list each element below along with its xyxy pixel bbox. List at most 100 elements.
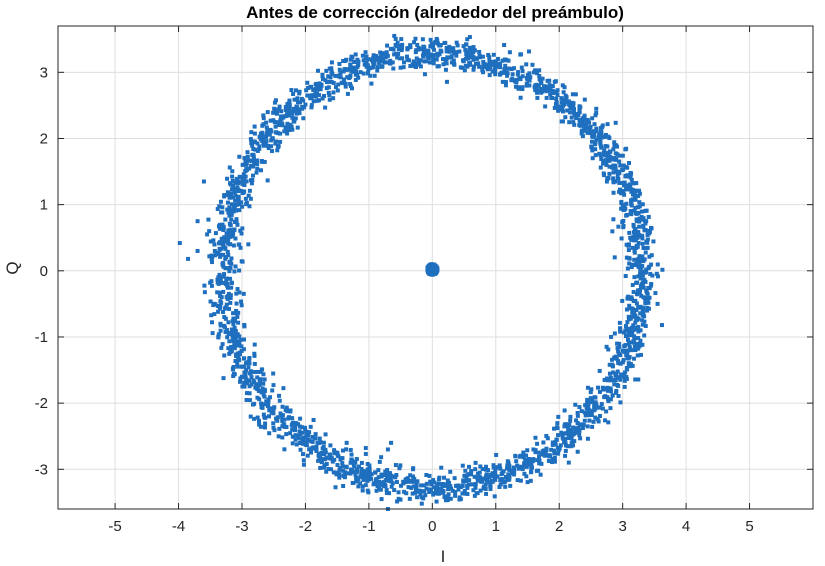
- ring-point: [533, 448, 538, 453]
- ring-point: [625, 165, 630, 170]
- outlier-point: [392, 33, 397, 38]
- ring-point: [509, 471, 514, 476]
- ring-point: [261, 116, 266, 121]
- ring-point: [215, 280, 220, 285]
- ring-point: [293, 428, 298, 433]
- ring-point: [601, 161, 606, 166]
- ring-point: [499, 471, 504, 476]
- ring-point: [230, 330, 235, 335]
- ring-point: [420, 489, 425, 494]
- ring-point: [612, 331, 617, 336]
- ring-point: [635, 230, 640, 235]
- ring-point: [636, 329, 641, 334]
- ring-point: [531, 457, 536, 462]
- ring-point: [634, 181, 639, 186]
- ring-point: [295, 105, 300, 110]
- ring-point: [552, 426, 557, 431]
- ring-point: [295, 422, 300, 427]
- ring-point: [608, 378, 613, 383]
- ring-point: [459, 484, 464, 489]
- ring-point: [255, 141, 260, 146]
- ring-point: [210, 331, 215, 336]
- ring-point: [613, 120, 618, 125]
- ring-point: [217, 247, 222, 252]
- ring-point: [537, 74, 542, 79]
- ring-point: [249, 158, 254, 163]
- ring-point: [231, 316, 236, 321]
- ring-point: [455, 43, 460, 48]
- ring-point: [637, 219, 642, 224]
- ring-point: [585, 424, 590, 429]
- ring-point: [225, 249, 230, 254]
- ring-point: [632, 193, 637, 198]
- ring-point: [599, 130, 604, 135]
- ring-point: [516, 70, 521, 75]
- ring-point: [549, 460, 554, 465]
- ring-point: [608, 406, 613, 411]
- ring-point: [629, 295, 634, 300]
- ring-point: [379, 472, 384, 477]
- ring-point: [356, 484, 361, 489]
- ring-point: [225, 283, 230, 288]
- ring-point: [471, 57, 476, 62]
- ring-point: [341, 468, 346, 473]
- ring-point: [446, 492, 451, 497]
- ring-point: [364, 64, 369, 69]
- ring-point: [605, 376, 610, 381]
- ring-point: [577, 428, 582, 433]
- ring-point: [651, 239, 656, 244]
- ring-point: [449, 55, 454, 60]
- ring-point: [429, 41, 434, 46]
- ring-point: [210, 260, 215, 265]
- ring-point: [637, 254, 642, 259]
- ring-point: [228, 265, 233, 270]
- ring-point: [239, 299, 244, 304]
- ring-point: [232, 219, 237, 224]
- ring-point: [480, 68, 485, 73]
- ring-point: [449, 486, 454, 491]
- ring-point: [401, 65, 406, 70]
- ring-point: [348, 447, 353, 452]
- ring-point: [554, 100, 559, 105]
- ring-point: [535, 95, 540, 100]
- ring-point: [609, 334, 614, 339]
- ring-point: [626, 248, 631, 253]
- ring-point: [563, 93, 568, 98]
- ring-point: [613, 354, 618, 359]
- ring-point: [619, 206, 624, 211]
- ring-point: [284, 432, 289, 437]
- ring-point: [275, 418, 280, 423]
- ring-point: [622, 378, 627, 383]
- ring-point: [557, 104, 562, 109]
- ring-point: [232, 207, 237, 212]
- ring-point: [585, 117, 590, 122]
- ring-point: [555, 88, 560, 93]
- ring-point: [266, 397, 271, 402]
- ring-point: [422, 45, 427, 50]
- ring-point: [629, 348, 634, 353]
- ring-point: [633, 348, 638, 353]
- ring-point: [622, 192, 627, 197]
- ring-point: [385, 43, 390, 48]
- ring-point: [542, 84, 547, 89]
- ring-point: [620, 153, 625, 158]
- ring-point: [627, 303, 632, 308]
- ring-point: [608, 397, 613, 402]
- ring-point: [233, 236, 238, 241]
- ring-point: [309, 96, 314, 101]
- ring-point: [620, 220, 625, 225]
- ring-point: [257, 382, 262, 387]
- ring-point: [612, 382, 617, 387]
- ring-point: [521, 453, 526, 458]
- ring-point: [215, 207, 220, 212]
- ring-point: [504, 70, 509, 75]
- ring-point: [575, 111, 580, 116]
- ring-point: [593, 406, 598, 411]
- ring-point: [520, 467, 525, 472]
- ring-point: [262, 159, 267, 164]
- ring-point: [222, 194, 227, 199]
- ring-point: [208, 299, 213, 304]
- ring-point: [411, 59, 416, 64]
- ring-point: [235, 362, 240, 367]
